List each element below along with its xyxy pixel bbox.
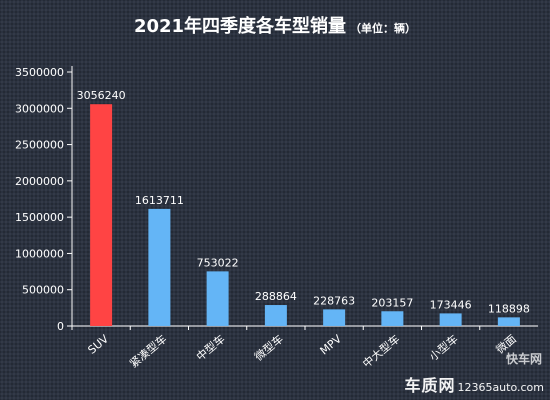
y-tick-label: 2500000 xyxy=(15,139,64,152)
y-tick-label: 500000 xyxy=(22,284,64,297)
bar-value-label: 203157 xyxy=(371,296,413,309)
bar-value-label: 228763 xyxy=(313,294,355,307)
bar xyxy=(381,311,404,326)
x-category-label: 紧凑型车 xyxy=(127,332,170,371)
bar-value-label: 288864 xyxy=(255,290,297,303)
bar-value-label: 3056240 xyxy=(77,89,126,102)
bar xyxy=(90,104,113,326)
bars xyxy=(90,104,520,326)
y-tick-label: 0 xyxy=(57,320,64,333)
y-tick-label: 1000000 xyxy=(15,247,64,260)
y-tick-label: 2000000 xyxy=(15,175,64,188)
y-tick-label: 3000000 xyxy=(15,102,64,115)
watermark-site: 12365auto.com xyxy=(457,381,544,394)
bar xyxy=(206,271,229,326)
bar-value-label: 118898 xyxy=(488,302,530,315)
x-category-label: SUV xyxy=(85,332,111,357)
labels: 3056240 SUV 1613711 紧凑型车 753022 中型车 288864 微型车 2… xyxy=(77,89,530,370)
bar-value-label: 753022 xyxy=(197,256,239,269)
bar xyxy=(323,309,346,326)
bar xyxy=(148,208,171,326)
x-category-label: 中大型车 xyxy=(360,332,403,371)
chart-title: 2021年四季度各车型销量 （单位：辆） xyxy=(0,12,550,38)
x-category-label: MPV xyxy=(318,332,345,357)
watermark-logo: 快车网 xyxy=(505,352,542,366)
bar xyxy=(497,317,520,326)
x-category-label: 中型车 xyxy=(193,332,227,364)
bar xyxy=(439,313,462,326)
bar xyxy=(264,305,287,326)
y-tick-label: 3500000 xyxy=(15,66,64,79)
chart-title-main: 2021年四季度各车型销量 xyxy=(133,16,347,37)
bar-value-label: 173446 xyxy=(430,298,472,311)
watermark-brand: 车质网 xyxy=(404,376,456,395)
x-category-label: 微型车 xyxy=(252,332,286,364)
chart-title-unit: （单位：辆） xyxy=(350,22,417,35)
watermark: 快车网 车质网 12365auto.com xyxy=(404,352,544,396)
y-tick-label: 1500000 xyxy=(15,211,64,224)
bar-value-label: 1613711 xyxy=(135,194,184,207)
x-category-label: 小型车 xyxy=(426,332,460,364)
